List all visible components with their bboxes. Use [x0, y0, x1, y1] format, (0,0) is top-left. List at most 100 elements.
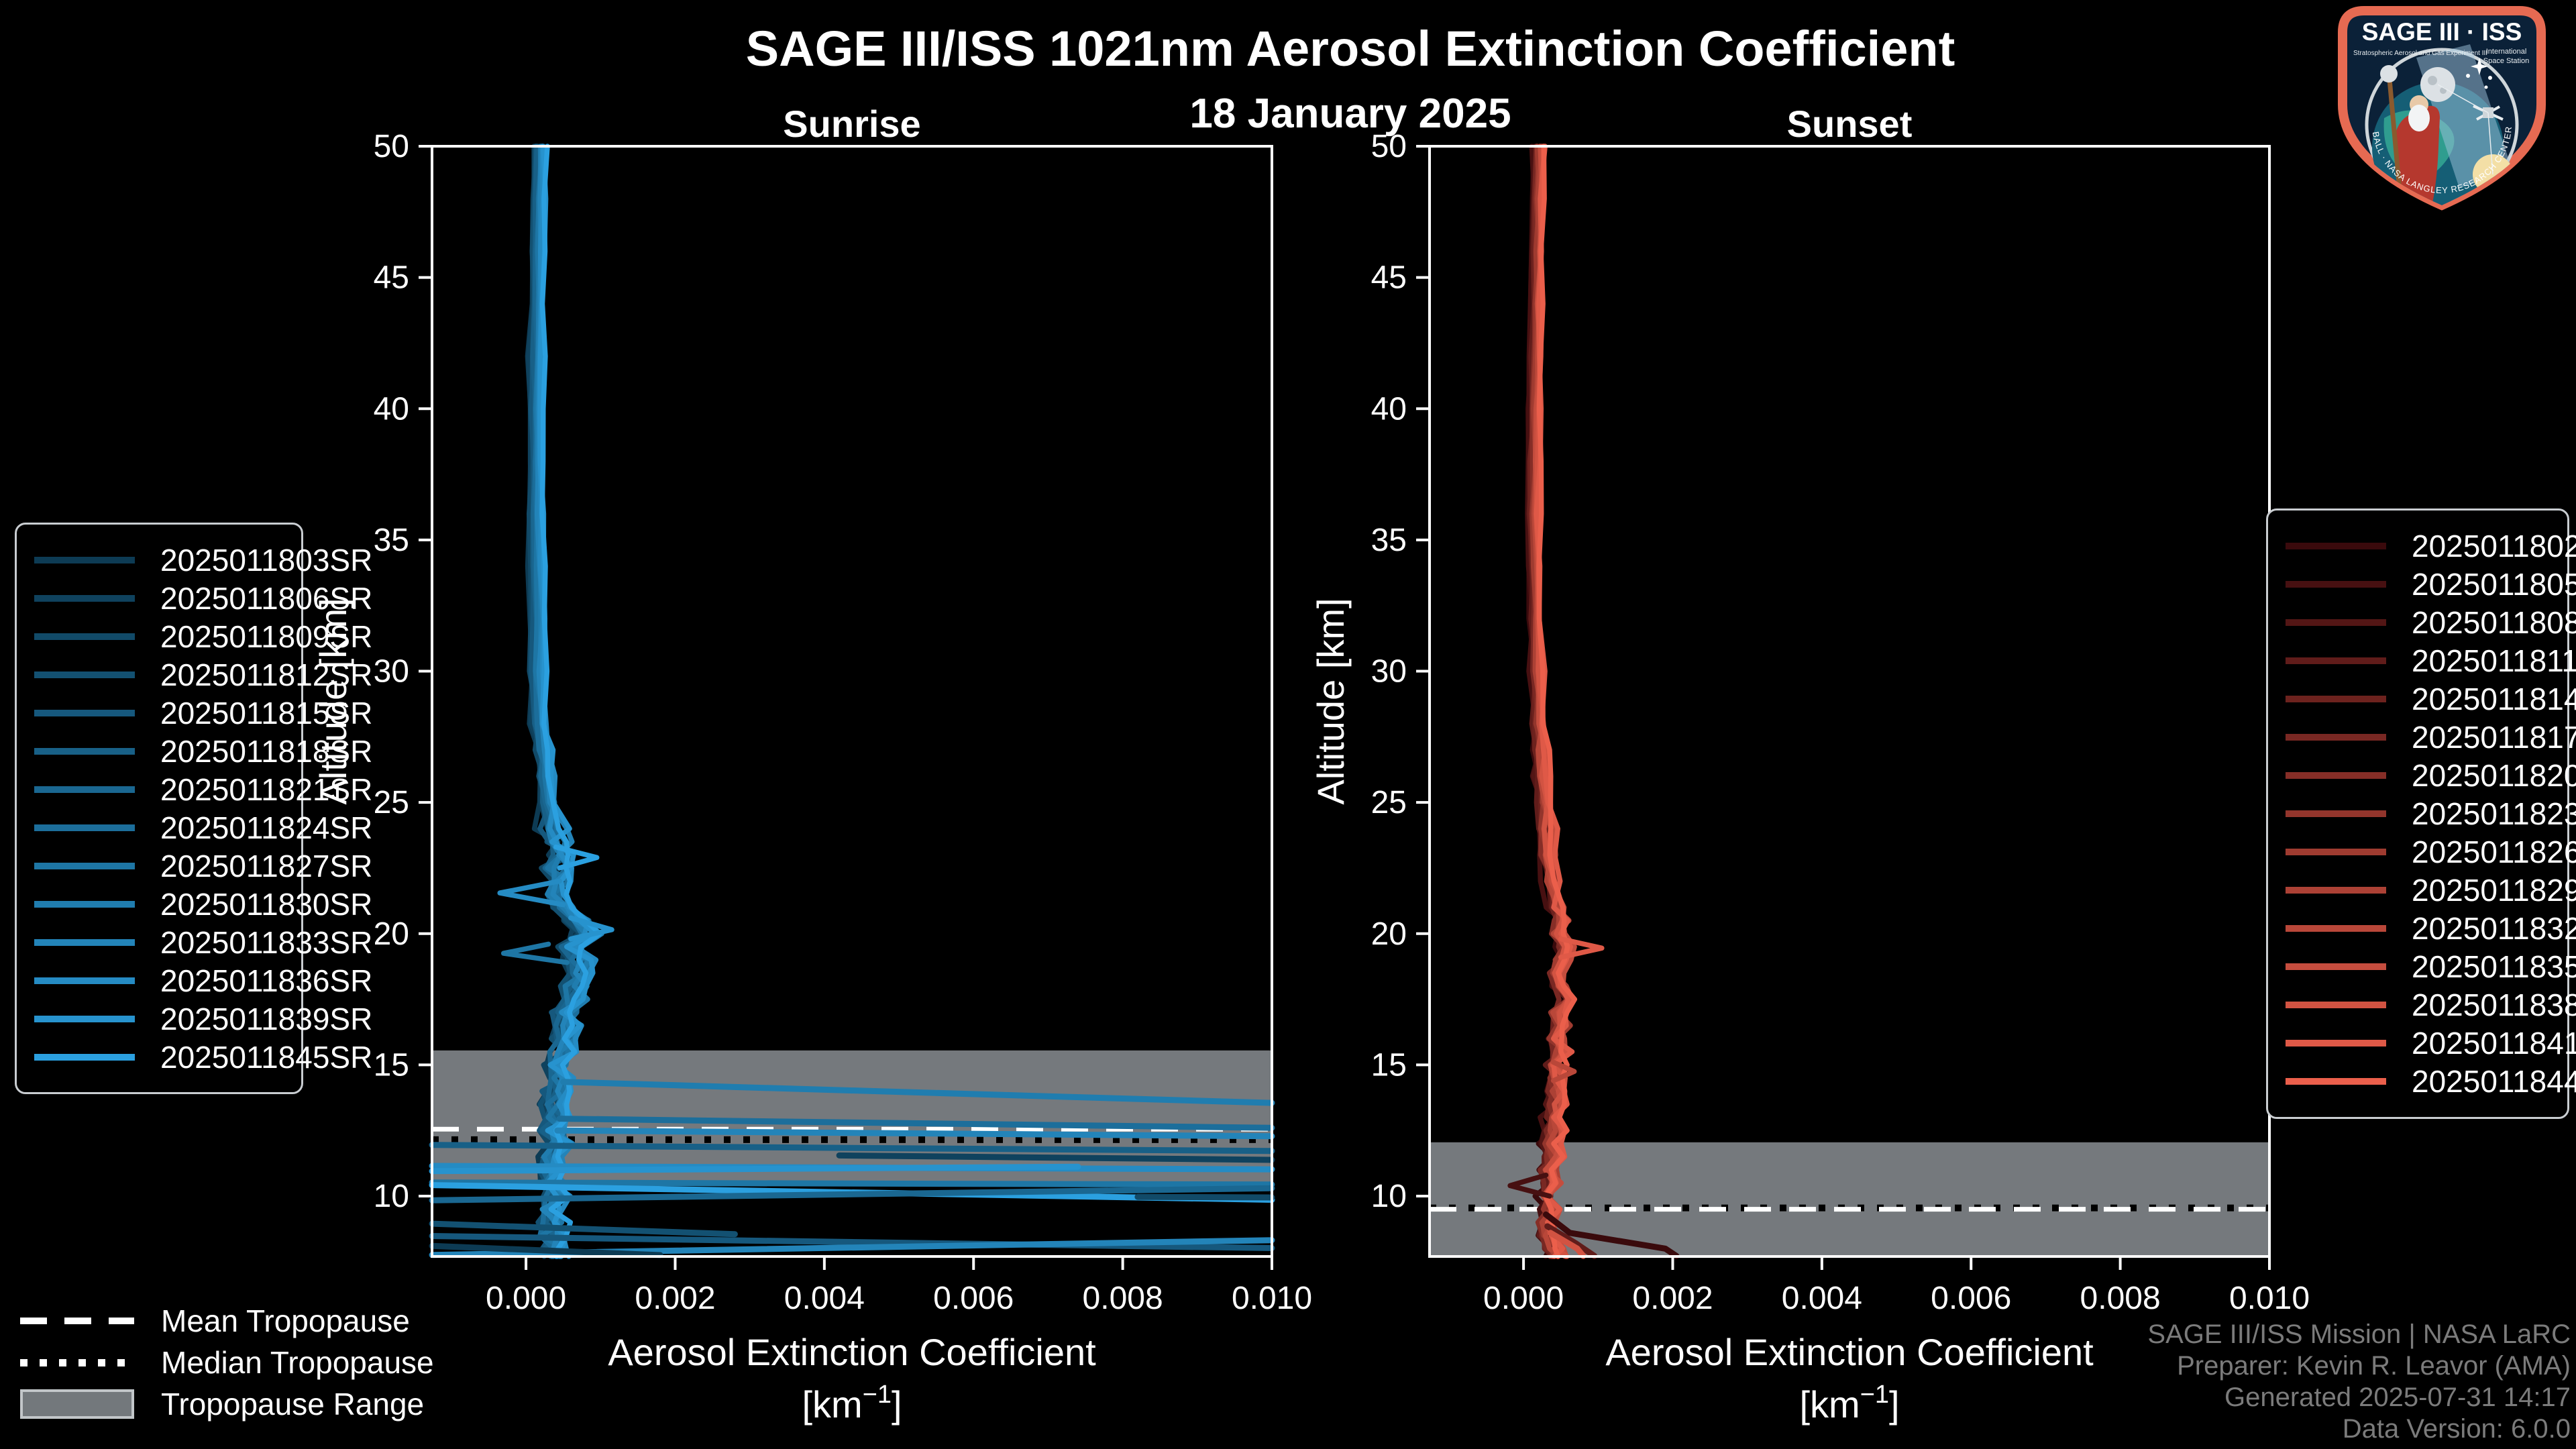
legend-label: 2025011838SS [2412, 987, 2576, 1023]
x-tick-label: 0.004 [784, 1281, 865, 1316]
logo-tagline: Stratospheric Aerosol and Gas Experiment… [2353, 50, 2487, 57]
legend-item: 2025011829SS [2286, 871, 2576, 910]
legend-item: 2025011827SR [34, 847, 372, 885]
y-tick-label: 15 [1371, 1047, 1407, 1083]
x-tick-label: 0.000 [486, 1281, 566, 1316]
x-tick-label: 0.010 [2229, 1281, 2310, 1316]
profile-feature [1558, 936, 1605, 960]
legend-item: 2025011811SS [2286, 641, 2576, 680]
sunrise-legend: 2025011803SR 2025011806SR 2025011809SR 2025… [15, 523, 372, 1094]
x-axis-label: Aerosol Extinction Coefficient [1605, 1331, 2094, 1373]
legend-label: 2025011835SS [2412, 949, 2576, 985]
cloud-line [836, 1152, 1275, 1163]
tropopause-range-swatch [20, 1389, 134, 1419]
legend-line-swatch [2286, 771, 2386, 779]
legend-label: 2025011806SR [160, 580, 373, 616]
credit-line-generated: Generated 2025-07-31 14:17 [2224, 1383, 2571, 1412]
cloud-line [1544, 1223, 1598, 1259]
legend-line-swatch [34, 671, 135, 678]
legend-label: 2025011809SR [160, 619, 373, 654]
legend-item: 2025011841SS [2286, 1024, 2576, 1063]
x-tick-label: 0.002 [1632, 1281, 1713, 1316]
legend-line-swatch [34, 594, 135, 602]
legend-item: 2025011808SS [2286, 603, 2576, 641]
profile-feature [1550, 1059, 1577, 1083]
legend-line-swatch [34, 977, 135, 984]
legend-item: 2025011814SS [2286, 680, 2576, 718]
x-axis-label: Aerosol Extinction Coefficient [608, 1331, 1096, 1373]
legend-item: 2025011836SR [34, 961, 372, 1000]
legend-label: 2025011814SS [2412, 681, 2576, 716]
legend-line-swatch [34, 862, 135, 869]
legend-item: 2025011823SS [2286, 794, 2576, 833]
sage-iss-logo: BALL · NASA LANGLEY RESEARCH CENTER · TA… [2337, 5, 2546, 211]
credit-line-version: Data Version: 6.0.0 [2342, 1414, 2571, 1444]
legend-label: 2025011817SS [2412, 719, 2576, 755]
x-tick-label: 0.000 [1483, 1281, 1564, 1316]
legend-item: 2025011812SR [34, 655, 372, 694]
legend-item: 2025011839SR [34, 1000, 372, 1038]
x-tick-label: 0.006 [933, 1281, 1014, 1316]
logo-intl-2: Space Station [2483, 57, 2530, 65]
profile-feature [497, 878, 566, 908]
occultation-lines [2437, 84, 2493, 175]
legend-line-swatch [2286, 849, 2386, 856]
legend-item: 2025011803SR [34, 541, 372, 579]
cloud-line [429, 1185, 1275, 1203]
cloud-line [1543, 1211, 1680, 1259]
credit-line-mission: SAGE III/ISS Mission | NASA LaRC [2147, 1320, 2571, 1349]
median-tropopause-legend-item: Median Tropopause [20, 1345, 434, 1380]
legend-line-swatch [2286, 925, 2386, 932]
legend-line-swatch [2286, 580, 2386, 588]
legend-item: 2025011802SS [2286, 527, 2576, 565]
legend-label: 2025011833SR [160, 924, 373, 960]
legend-item: 2025011805SS [2286, 565, 2576, 603]
legend-item: 2025011809SR [34, 617, 372, 655]
legend-line-swatch [2286, 695, 2386, 702]
sunset-legend: 2025011802SS2025011805SS2025011808SS2025… [2266, 508, 2576, 1119]
legend-label: 2025011832SS [2412, 911, 2576, 947]
legend-line-swatch [34, 709, 135, 716]
legend-label: 2025011803SR [160, 542, 373, 578]
y-tick-label: 40 [374, 391, 409, 427]
legend-label: 2025011829SS [2412, 873, 2576, 908]
profile-feature [553, 844, 600, 871]
legend-item: 2025011845SR [34, 1038, 372, 1076]
legend-item: 2025011830SR [34, 885, 372, 923]
legend-line-swatch [34, 747, 135, 755]
x-tick-label: 0.008 [2080, 1281, 2161, 1316]
legend-line-swatch [2286, 810, 2386, 817]
moon-crater [2428, 76, 2437, 85]
median-tropopause-dotted-swatch [20, 1358, 134, 1366]
y-tick-label: 10 [1371, 1179, 1407, 1214]
logo-intl-1: International [2486, 48, 2527, 56]
y-tick-label: 50 [374, 129, 409, 164]
legend-label: 2025011841SS [2412, 1026, 2576, 1061]
cloud-line [429, 1179, 1275, 1188]
legend-label: 2025011812SR [160, 657, 373, 692]
y-tick-label: 10 [374, 1179, 409, 1214]
legend-item: 2025011844SS [2286, 1063, 2576, 1101]
legend-item: 2025011832SS [2286, 910, 2576, 948]
legend-label: 2025011830SR [160, 886, 373, 922]
plot-frame [431, 145, 1273, 1258]
legend-label: 2025011808SS [2412, 604, 2576, 640]
legend-label: 2025011823SS [2412, 796, 2576, 831]
y-tick-label: 50 [1371, 129, 1407, 164]
panel-subtitle-sunrise: Sunrise [783, 103, 921, 145]
legend-label: 2025011818SR [160, 733, 373, 769]
legend-item: 2025011835SS [2286, 948, 2576, 986]
legend-label: 2025011844SS [2412, 1064, 2576, 1099]
legend-line-swatch [34, 633, 135, 640]
x-axis-unit: [km−1] [1799, 1381, 1899, 1426]
x-tick-label: 0.006 [1931, 1281, 2011, 1316]
logo-title: SAGE III · ISS [2362, 18, 2522, 46]
cloud-line [1547, 1230, 1587, 1259]
legend-label: 2025011826SS [2412, 835, 2576, 870]
credit-line-preparer: Preparer: Kevin R. Leavor (AMA) [2177, 1351, 2571, 1381]
profile-2025011845SR [539, 144, 602, 1259]
legend-item: 2025011833SR [34, 923, 372, 961]
legend-item: 2025011821SR [34, 770, 372, 808]
y-tick-label: 30 [1371, 654, 1407, 690]
